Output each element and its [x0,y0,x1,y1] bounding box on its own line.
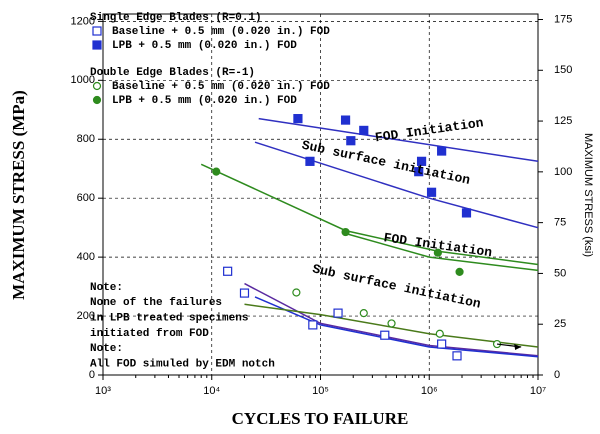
data-point [340,115,351,125]
data-point [346,136,356,146]
y-tick-label: 600 [77,192,95,204]
y-axis-title: MAXIMUM STRESS (MPa) [9,90,28,300]
fit-line [345,232,539,272]
x-tick-label: 10⁶ [421,385,438,397]
fit-line [244,303,539,348]
y-tick-label: 1000 [71,74,95,86]
note: Note: [90,282,123,294]
y-tick-label: 0 [89,369,95,381]
note: initiated from FOD [90,328,209,340]
y-tick-label: 200 [77,310,95,322]
y-tick-label: 400 [77,251,95,263]
legend-label: LPB + 0.5 mm (0.020 in.) FOD [112,40,297,52]
note: Note: [90,343,123,355]
data-point [359,309,368,318]
data-point [433,248,442,257]
y2-tick-label: 75 [554,217,566,229]
legend-marker [92,81,102,91]
y2-axis-title: MAXIMUM STRESS (ksi) [582,133,594,257]
data-point [416,156,427,166]
data-point [461,208,472,218]
annotation: Sub surface initiation [300,138,471,188]
data-point [452,351,462,361]
legend-marker [92,95,102,105]
fit-line [258,117,539,163]
x-tick-label: 10⁴ [203,385,220,397]
data-point [293,114,303,124]
data-point [308,320,318,330]
y-tick-label: 1200 [71,15,95,27]
fit-line [200,163,539,266]
legend-group-title: Single Edge Blades (R=0.1) [90,12,262,24]
data-point [437,146,447,156]
data-point [333,308,343,318]
legend-marker [92,26,102,36]
data-point [212,167,221,176]
note: None of the failures [90,297,222,309]
y2-tick-label: 0 [554,369,560,381]
annotation: Sub surface initiation [311,261,482,311]
fit-line [244,282,539,357]
data-point [426,187,437,197]
note: All FOD simuled by EDM notch [90,358,275,370]
legend-group-title: Double Edge Blades (R=-1) [90,67,255,79]
data-point [305,156,315,166]
data-point [414,167,424,177]
legend-label: LPB + 0.5 mm (0.020 in.) FOD [112,95,297,107]
x-tick-label: 10³ [95,385,111,397]
data-point [359,125,369,136]
note: in LPB treated specimens [90,313,248,325]
y2-tick-label: 100 [554,166,572,178]
legend-label: Baseline + 0.5 mm (0.020 in.) FOD [112,26,330,38]
legend-marker [92,40,102,50]
data-point [380,330,390,340]
legend-label: Baseline + 0.5 mm (0.020 in.) FOD [112,81,330,93]
y2-tick-label: 150 [554,64,572,76]
data-point [341,227,350,237]
x-tick-label: 10⁵ [312,385,329,397]
y2-tick-label: 125 [554,115,572,127]
y2-tick-label: 25 [554,318,566,330]
y-tick-label: 800 [77,133,95,145]
data-point [435,329,444,338]
y2-tick-label: 175 [554,13,572,25]
x-axis-title: CYCLES TO FAILURE [232,409,409,428]
data-point [223,266,233,276]
runout-arrow-head [514,344,522,351]
data-point [239,288,250,298]
data-point [455,267,464,276]
x-tick-label: 10⁷ [530,385,546,397]
y2-tick-label: 50 [554,267,566,279]
data-point [437,339,447,349]
data-point [387,319,396,328]
data-point [292,288,301,297]
